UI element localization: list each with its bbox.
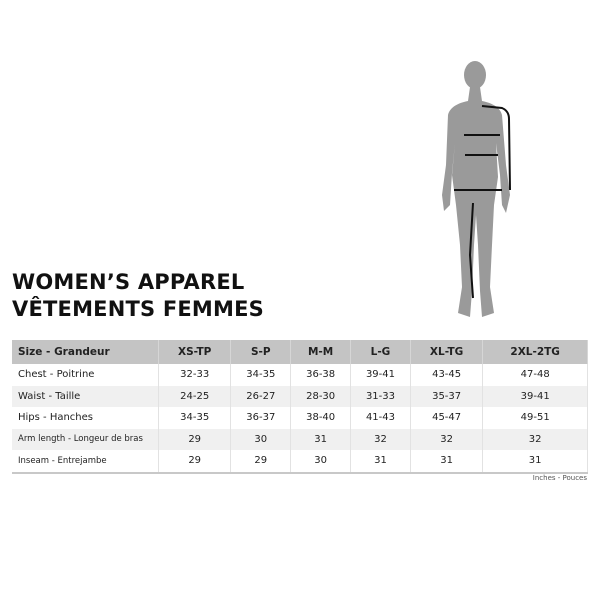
- value-cell: 32-33: [158, 364, 232, 386]
- table-row: Arm length - Longeur de bras 29 30 31 32 32 32: [12, 428, 588, 450]
- measurement-label: Arm length - Longeur de bras: [12, 428, 159, 450]
- value-cell: 29: [158, 450, 232, 474]
- value-cell: 31: [410, 450, 484, 474]
- measurement-label: Chest - Poitrine: [12, 364, 159, 386]
- table-row: Inseam - Entrejambe 29 29 30 31 31 31: [12, 450, 588, 474]
- value-cell: 39-41: [350, 364, 411, 386]
- value-cell: 35-37: [410, 385, 484, 407]
- value-cell: 31-33: [350, 385, 411, 407]
- silhouette: [442, 61, 510, 317]
- value-cell: 32: [482, 428, 588, 450]
- value-cell: 34-35: [230, 364, 292, 386]
- value-cell: 43-45: [410, 364, 484, 386]
- title-french: VÊTEMENTS FEMMES: [12, 297, 265, 321]
- value-cell: 24-25: [158, 385, 232, 407]
- table-row: Hips - Hanches 34-35 36-37 38-40 41-43 45-47 4…: [12, 407, 588, 429]
- value-cell: 36-37: [230, 407, 292, 429]
- header-cell: XS-TP: [158, 340, 232, 364]
- value-cell: 31: [350, 450, 411, 474]
- table-row: Waist - Taille 24-25 26-27 28-30 31-33 35-37 3…: [12, 385, 588, 407]
- title-english: WOMEN’S APPAREL: [12, 270, 245, 294]
- header-cell: S-P: [230, 340, 292, 364]
- value-cell: 38-40: [290, 407, 352, 429]
- value-cell: 41-43: [350, 407, 411, 429]
- value-cell: 39-41: [482, 385, 588, 407]
- table-row: Chest - Poitrine 32-33 34-35 36-38 39-41 43-4…: [12, 364, 588, 386]
- value-cell: 31: [290, 428, 352, 450]
- value-cell: 32: [410, 428, 484, 450]
- value-cell: 26-27: [230, 385, 292, 407]
- size-chart-table: Size - Grandeur XS-TP S-P M-M L-G XL-TG …: [12, 340, 588, 474]
- header-cell: L-G: [350, 340, 411, 364]
- header-cell: XL-TG: [410, 340, 484, 364]
- value-cell: 29: [230, 450, 292, 474]
- value-cell: 45-47: [410, 407, 484, 429]
- value-cell: 34-35: [158, 407, 232, 429]
- header-cell: M-M: [290, 340, 352, 364]
- table-header-row: Size - Grandeur XS-TP S-P M-M L-G XL-TG …: [12, 340, 588, 364]
- value-cell: 28-30: [290, 385, 352, 407]
- body-measurement-figure: [442, 61, 511, 317]
- header-cell: 2XL-2TG: [482, 340, 588, 364]
- header-cell: Size - Grandeur: [12, 340, 159, 364]
- value-cell: 29: [158, 428, 232, 450]
- value-cell: 31: [482, 450, 588, 474]
- value-cell: 30: [230, 428, 292, 450]
- units-note: Inches - Pouces: [532, 474, 587, 482]
- value-cell: 30: [290, 450, 352, 474]
- value-cell: 47-48: [482, 364, 588, 386]
- measurement-label: Hips - Hanches: [12, 407, 159, 429]
- value-cell: 49-51: [482, 407, 588, 429]
- value-cell: 36-38: [290, 364, 352, 386]
- value-cell: 32: [350, 428, 411, 450]
- measurement-arrows: [454, 105, 511, 299]
- measurement-label: Waist - Taille: [12, 385, 159, 407]
- measurement-label: Inseam - Entrejambe: [12, 450, 159, 474]
